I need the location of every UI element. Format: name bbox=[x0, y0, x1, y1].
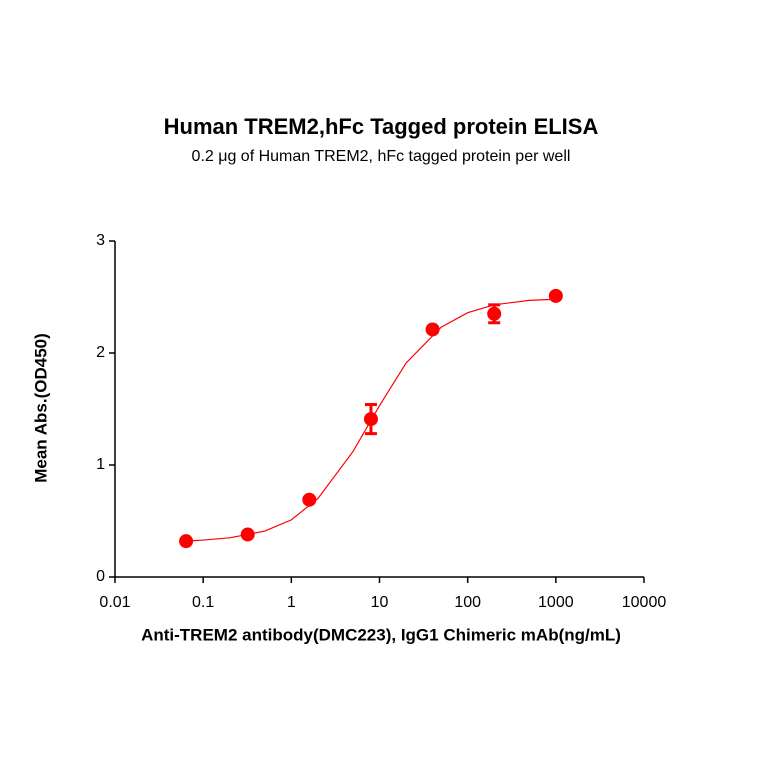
x-tick-label: 100 bbox=[454, 594, 481, 611]
data-point bbox=[363, 412, 378, 427]
data-point bbox=[425, 322, 440, 337]
x-tick-label: 1000 bbox=[538, 594, 574, 611]
y-axis-label: Mean Abs.(OD450) bbox=[31, 333, 50, 483]
y-tick-label: 3 bbox=[96, 232, 105, 249]
x-tick-label: 0.1 bbox=[192, 594, 214, 611]
y-tick-label: 1 bbox=[96, 456, 105, 473]
data-point bbox=[487, 306, 502, 321]
y-tick-label: 2 bbox=[96, 344, 105, 361]
data-point bbox=[548, 288, 563, 303]
chart-title: Human TREM2,hFc Tagged protein ELISA bbox=[164, 114, 599, 139]
data-point bbox=[302, 492, 317, 507]
data-point bbox=[240, 527, 255, 542]
data-point bbox=[179, 534, 194, 549]
x-tick-label: 10000 bbox=[622, 594, 667, 611]
x-tick-label: 10 bbox=[371, 594, 389, 611]
y-tick-label: 0 bbox=[96, 568, 105, 585]
x-tick-label: 0.01 bbox=[99, 594, 130, 611]
x-axis-label: Anti-TREM2 antibody(DMC223), IgG1 Chimer… bbox=[141, 625, 621, 644]
chart-subtitle: 0.2 μg of Human TREM2, hFc tagged protei… bbox=[192, 148, 571, 165]
x-tick-label: 1 bbox=[287, 594, 296, 611]
